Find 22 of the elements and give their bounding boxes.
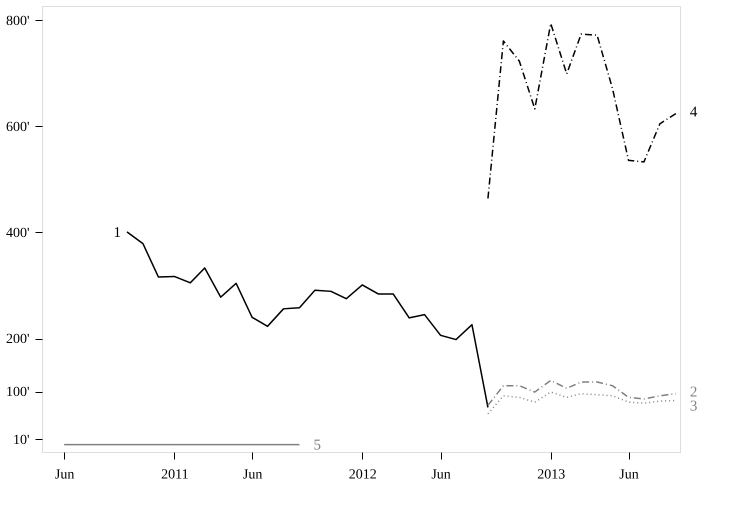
y-tick-label: 800' — [6, 14, 30, 29]
x-tick-label: Jun — [431, 468, 451, 482]
line-series — [126, 231, 489, 408]
x-tick-label: 2012 — [348, 468, 377, 482]
x-tick-label: Jun — [242, 468, 262, 482]
x-tick-label: 2013 — [537, 468, 566, 482]
y-tick-label: 100' — [6, 385, 30, 400]
x-tick-label: Jun — [619, 468, 639, 482]
y-tick-label: 400' — [6, 226, 30, 241]
x-tick-label: Jun — [54, 468, 74, 482]
x-tick-label: 2011 — [161, 468, 189, 482]
y-tick-label: 600' — [6, 120, 30, 135]
line-series — [487, 391, 677, 415]
series-label: 4 — [690, 104, 698, 120]
line-series — [487, 380, 677, 406]
series-label: 2 — [690, 384, 698, 400]
series-label: 3 — [690, 398, 698, 414]
line-series — [487, 22, 677, 200]
series-label: 1 — [113, 224, 121, 241]
series-label: 5 — [313, 438, 321, 454]
y-tick-label: 10' — [12, 432, 30, 448]
y-tick-label: 200' — [6, 332, 30, 348]
